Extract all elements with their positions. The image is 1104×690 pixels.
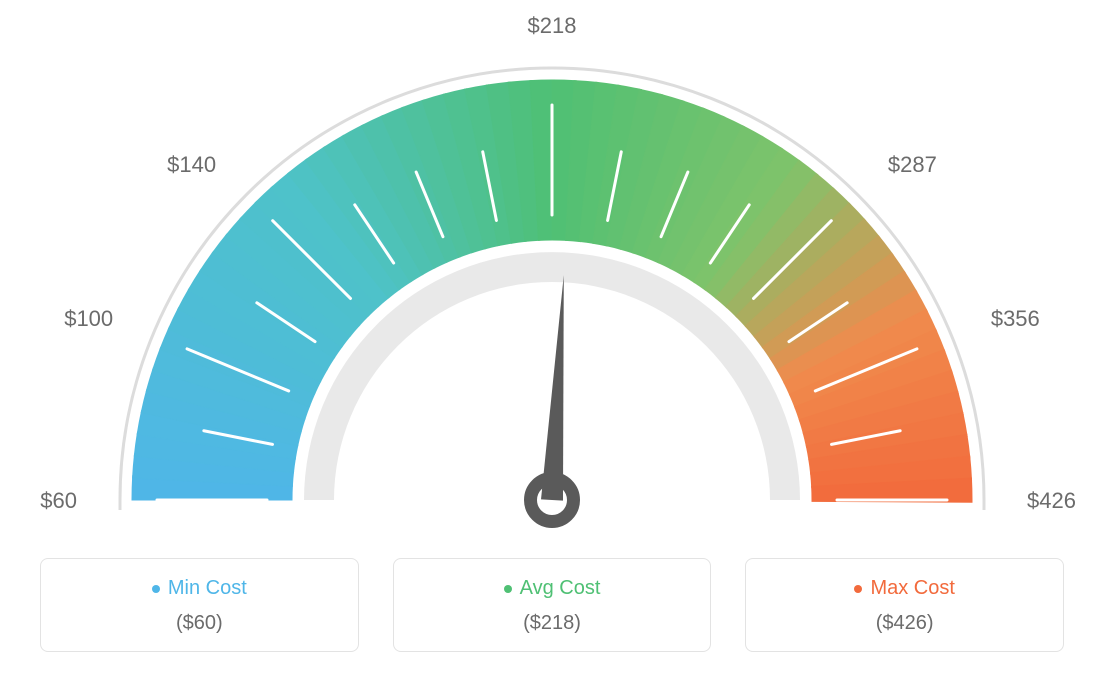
legend-title-min: Min Cost [152, 577, 247, 600]
svg-text:$287: $287 [888, 152, 937, 177]
legend-dot-max [854, 585, 862, 593]
legend-dot-min [152, 585, 160, 593]
legend-card-min: Min Cost ($60) [40, 558, 359, 652]
svg-text:$218: $218 [528, 13, 577, 38]
svg-text:$60: $60 [40, 488, 77, 513]
gauge-chart: $60 $100 $140 $218 $287 $356 $426 [0, 0, 1104, 540]
svg-text:$356: $356 [991, 306, 1040, 331]
legend-card-avg: Avg Cost ($218) [393, 558, 712, 652]
legend-value-max: ($426) [756, 612, 1053, 635]
legend-title-avg: Avg Cost [504, 577, 601, 600]
legend-title-min-text: Min Cost [168, 577, 247, 600]
svg-text:$100: $100 [64, 306, 113, 331]
legend-card-max: Max Cost ($426) [745, 558, 1064, 652]
legend-title-avg-text: Avg Cost [520, 577, 601, 600]
svg-text:$140: $140 [167, 152, 216, 177]
legend-dot-avg [504, 585, 512, 593]
legend-title-max: Max Cost [854, 577, 954, 600]
legend-value-avg: ($218) [404, 612, 701, 635]
svg-text:$426: $426 [1027, 488, 1076, 513]
gauge-svg: $60 $100 $140 $218 $287 $356 $426 [0, 0, 1104, 540]
legend-row: Min Cost ($60) Avg Cost ($218) Max Cost … [0, 558, 1104, 652]
legend-title-max-text: Max Cost [870, 577, 954, 600]
legend-value-min: ($60) [51, 612, 348, 635]
